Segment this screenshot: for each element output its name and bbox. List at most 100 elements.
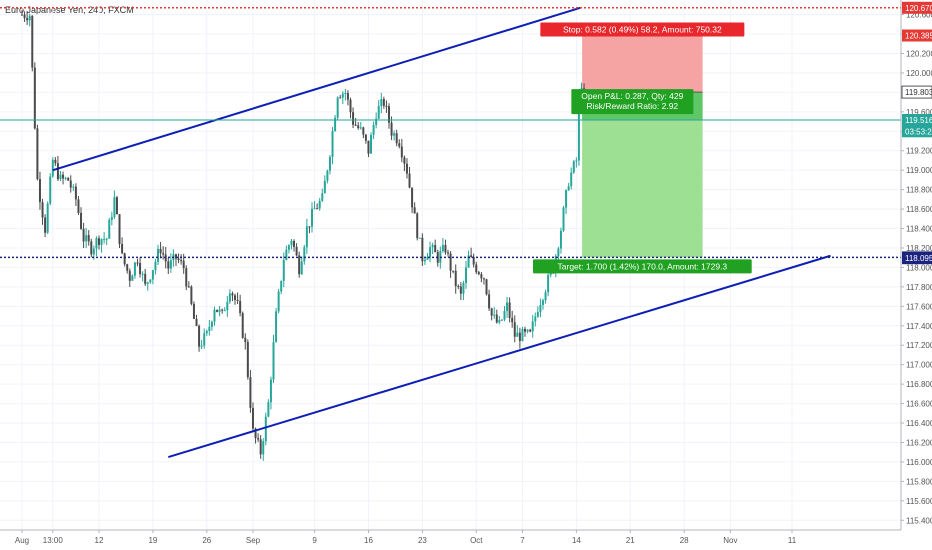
candle-down[interactable] xyxy=(144,273,147,284)
candle-down[interactable] xyxy=(231,293,234,296)
candle-down[interactable] xyxy=(126,264,129,271)
candle-down[interactable] xyxy=(518,332,521,342)
candle-up[interactable] xyxy=(544,292,547,301)
candle-down[interactable] xyxy=(241,313,244,338)
candle-up[interactable] xyxy=(311,208,314,227)
candle-down[interactable] xyxy=(90,241,93,255)
candle-up[interactable] xyxy=(431,245,434,248)
candle-up[interactable] xyxy=(313,208,316,210)
candle-down[interactable] xyxy=(482,278,485,280)
candle-up[interactable] xyxy=(467,255,470,268)
candle-down[interactable] xyxy=(180,260,183,262)
candle-up[interactable] xyxy=(105,238,108,240)
candle-down[interactable] xyxy=(36,128,39,180)
candle-down[interactable] xyxy=(444,244,447,253)
candle-up[interactable] xyxy=(547,275,550,293)
candle-up[interactable] xyxy=(95,238,98,249)
candle-up[interactable] xyxy=(203,333,206,346)
candle-down[interactable] xyxy=(190,286,193,304)
candle-up[interactable] xyxy=(146,282,149,284)
candle-up[interactable] xyxy=(557,248,560,257)
candle-down[interactable] xyxy=(118,214,121,244)
candle-down[interactable] xyxy=(41,202,44,218)
upper-channel-line[interactable] xyxy=(52,6,581,172)
candle-up[interactable] xyxy=(108,219,111,239)
candle-up[interactable] xyxy=(328,156,331,171)
candle-down[interactable] xyxy=(244,337,247,343)
candle-down[interactable] xyxy=(257,438,260,440)
candle-up[interactable] xyxy=(72,186,75,188)
candle-down[interactable] xyxy=(295,246,298,256)
candle-down[interactable] xyxy=(259,439,262,455)
candle-down[interactable] xyxy=(400,146,403,158)
candle-up[interactable] xyxy=(151,270,154,280)
candle-up[interactable] xyxy=(205,331,208,334)
candle-up[interactable] xyxy=(51,159,54,177)
candle-down[interactable] xyxy=(221,309,224,311)
candle-up[interactable] xyxy=(323,180,326,194)
candle-up[interactable] xyxy=(575,160,578,162)
candle-up[interactable] xyxy=(110,217,113,220)
candle-up[interactable] xyxy=(154,261,157,271)
candle-down[interactable] xyxy=(69,180,72,188)
candle-up[interactable] xyxy=(49,176,52,204)
candle-up[interactable] xyxy=(493,314,496,316)
candle-up[interactable] xyxy=(570,172,573,187)
candle-down[interactable] xyxy=(192,303,195,319)
candle-up[interactable] xyxy=(541,300,544,305)
candle-down[interactable] xyxy=(77,199,80,213)
candle-up[interactable] xyxy=(290,240,293,246)
candle-up[interactable] xyxy=(539,304,542,313)
candle-down[interactable] xyxy=(472,256,475,265)
candle-down[interactable] xyxy=(185,268,188,287)
candle-down[interactable] xyxy=(74,186,77,200)
candle-down[interactable] xyxy=(293,240,296,247)
candle-up[interactable] xyxy=(331,131,334,157)
candle-up[interactable] xyxy=(567,186,570,191)
candle-down[interactable] xyxy=(121,243,124,254)
candle-down[interactable] xyxy=(251,407,254,429)
candle-up[interactable] xyxy=(536,312,539,317)
candle-up[interactable] xyxy=(46,203,49,233)
candle-up[interactable] xyxy=(218,309,221,312)
candle-down[interactable] xyxy=(488,294,491,309)
candle-down[interactable] xyxy=(416,213,419,239)
candle-up[interactable] xyxy=(426,256,429,260)
candle-down[interactable] xyxy=(97,238,100,245)
candle-down[interactable] xyxy=(524,328,527,332)
candle-up[interactable] xyxy=(226,301,229,311)
candle-up[interactable] xyxy=(92,248,95,255)
candle-up[interactable] xyxy=(503,311,506,320)
candle-up[interactable] xyxy=(277,291,280,312)
candle-up[interactable] xyxy=(534,316,537,322)
candle-down[interactable] xyxy=(475,264,478,273)
candle-down[interactable] xyxy=(352,112,355,125)
candle-down[interactable] xyxy=(452,270,455,272)
candle-down[interactable] xyxy=(459,286,462,294)
candle-up[interactable] xyxy=(464,267,467,284)
candle-up[interactable] xyxy=(370,134,373,154)
candle-up[interactable] xyxy=(559,230,562,249)
candle-down[interactable] xyxy=(398,143,401,147)
candle-down[interactable] xyxy=(234,295,237,300)
candle-up[interactable] xyxy=(500,319,503,321)
candle-up[interactable] xyxy=(305,226,308,248)
candle-up[interactable] xyxy=(375,118,378,126)
candle-up[interactable] xyxy=(113,197,116,218)
candle-up[interactable] xyxy=(377,105,380,119)
candle-down[interactable] xyxy=(182,260,185,269)
candle-down[interactable] xyxy=(115,197,118,215)
candle-down[interactable] xyxy=(454,270,457,287)
candle-up[interactable] xyxy=(264,416,267,442)
candle-down[interactable] xyxy=(136,262,139,264)
candle-down[interactable] xyxy=(390,122,393,136)
candle-up[interactable] xyxy=(318,200,321,209)
candle-down[interactable] xyxy=(44,217,47,233)
candle-up[interactable] xyxy=(133,262,136,276)
candle-down[interactable] xyxy=(23,14,26,19)
lower-channel-line[interactable] xyxy=(168,254,831,459)
candle-down[interactable] xyxy=(480,274,483,279)
candle-up[interactable] xyxy=(282,259,285,281)
candle-down[interactable] xyxy=(249,377,252,408)
candle-up[interactable] xyxy=(85,235,88,242)
